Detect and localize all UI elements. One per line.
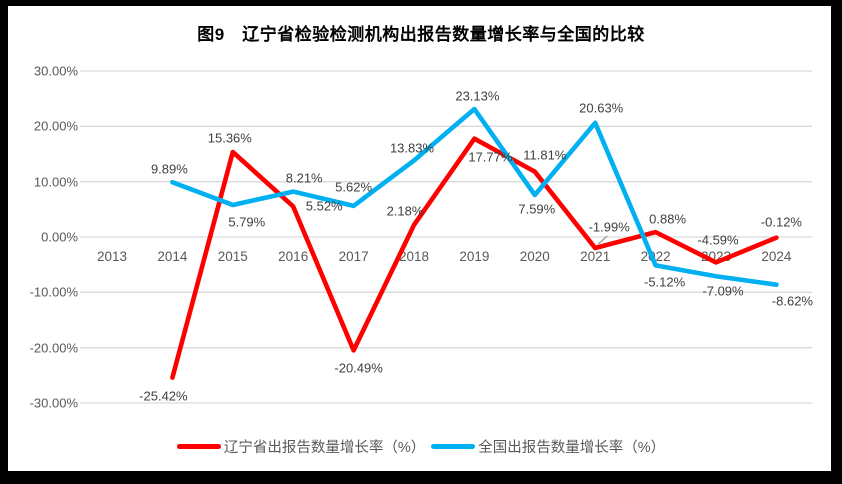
x-tick-label: 2024 [761,249,792,264]
data-label: 5.52% [305,198,343,214]
data-label: 8.21% [285,170,323,186]
x-tick-label: 2015 [217,249,248,264]
series-line-1 [170,106,779,287]
data-label: 20.63% [579,100,624,116]
data-label: -4.59% [697,232,739,248]
legend-item-liaoning: 辽宁省出报告数量增长率（%） [176,436,426,457]
x-tick-label: 2016 [278,249,309,264]
x-tick-label: 2017 [338,249,369,264]
data-label: -25.42% [139,388,188,404]
legend-item-national: 全国出报告数量增长率（%） [431,436,665,457]
x-tick-label: 2018 [398,249,430,264]
data-label: 5.62% [335,179,373,195]
data-label: 0.88% [649,211,687,227]
data-label: 11.81% [523,147,567,163]
x-tick-label: 2013 [96,249,128,264]
x-tick-label: 2020 [519,249,550,264]
legend-line-swatch-red [176,444,221,449]
legend-label-liaoning: 辽宁省出报告数量增长率（%） [223,440,426,456]
data-label: -7.09% [702,283,744,299]
x-tick-label: 2021 [580,249,611,264]
data-label: 15.36% [207,130,252,146]
legend-label-national: 全国出报告数量增长率（%） [478,440,666,456]
chart-background [8,6,831,471]
data-label: -5.12% [643,274,686,290]
data-label: -0.12% [760,214,802,230]
y-tick-label: 0.00% [41,229,78,245]
y-tick-label: 20.00% [33,118,78,134]
data-label: 17.77% [468,149,513,165]
data-label: 7.59% [518,201,556,217]
label-leader-line [597,235,608,245]
data-label: -1.99% [588,219,630,235]
y-tick-label: -10.00% [29,284,78,300]
data-label: 23.13% [455,88,500,104]
data-label: 13.83% [389,140,435,156]
legend: 辽宁省出报告数量增长率（%） 全国出报告数量增长率（%） [0,436,842,457]
data-label: 2.18% [386,203,424,219]
x-tick-label: 2019 [459,249,490,264]
data-label: -8.62% [771,293,813,309]
y-tick-label: 30.00% [33,63,78,79]
series-line-0 [170,136,779,380]
x-tick-label: 2014 [157,249,188,264]
chart-title: 图9 辽宁省检验检测机构出报告数量增长率与全国的比较 [197,25,645,44]
data-label: 5.79% [228,214,266,230]
y-tick-label: 10.00% [33,174,78,190]
legend-line-swatch-blue [431,444,476,449]
y-tick-label: -30.00% [29,395,78,411]
y-tick-label: -20.00% [29,340,78,356]
data-label: -20.49% [334,360,383,376]
data-label: 9.89% [150,161,188,177]
